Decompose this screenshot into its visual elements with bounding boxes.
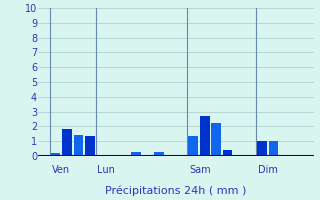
Bar [200,116,210,156]
Bar [131,152,141,156]
Bar [211,123,221,156]
Bar [74,135,84,156]
Bar [154,152,164,156]
Bar [223,150,232,156]
Bar [188,136,198,156]
Text: Ven: Ven [52,165,70,175]
Bar [257,141,267,156]
Text: Précipitations 24h ( mm ): Précipitations 24h ( mm ) [105,186,247,196]
Text: Dim: Dim [258,165,278,175]
Bar [85,136,95,156]
Text: Sam: Sam [189,165,211,175]
Bar [62,129,72,156]
Bar [268,141,278,156]
Text: Lun: Lun [98,165,115,175]
Bar [51,153,60,156]
